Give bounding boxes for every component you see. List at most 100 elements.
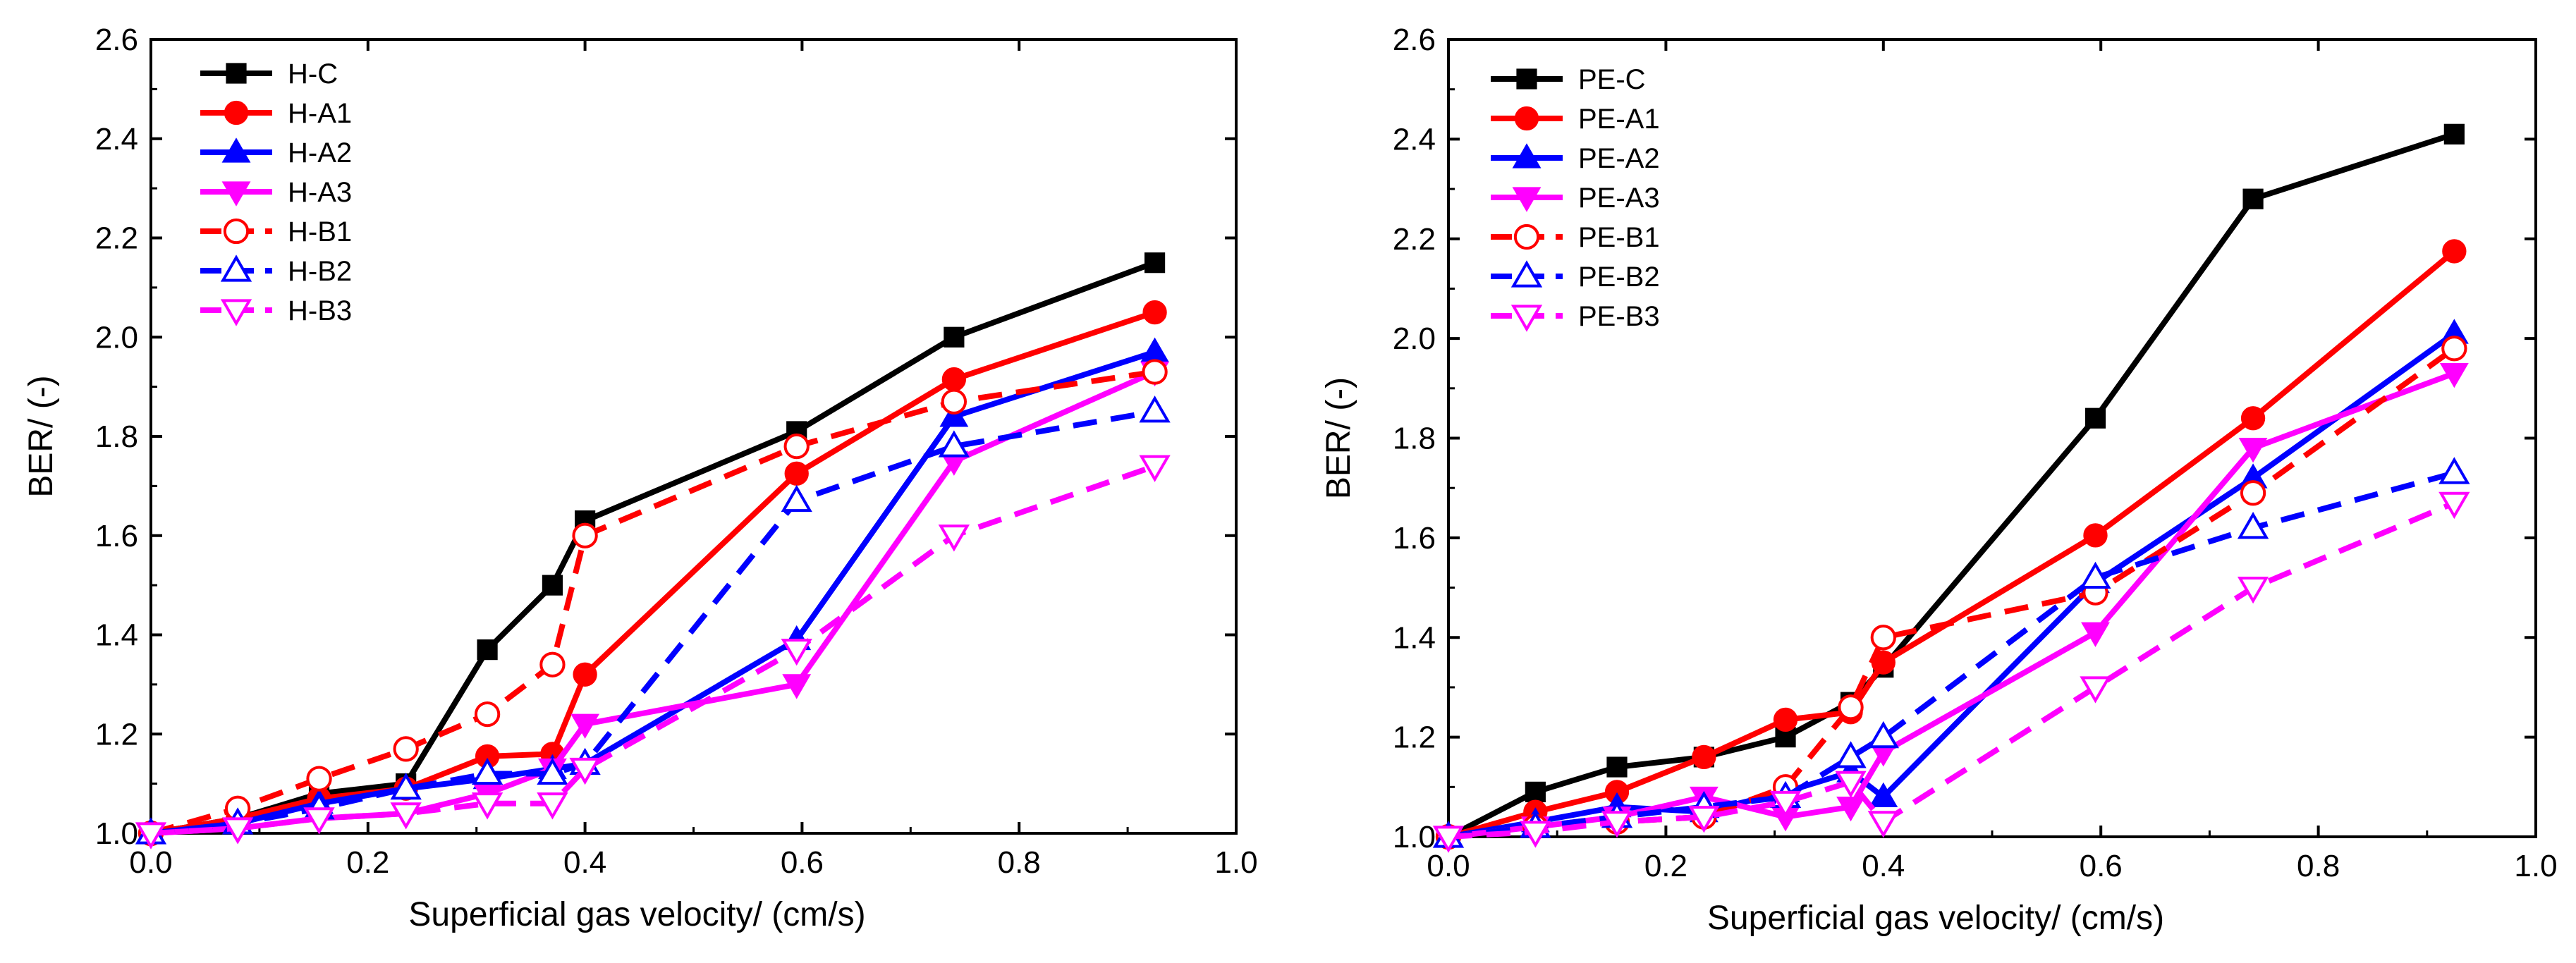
chart1-legend-label: PE-C [1578, 64, 1646, 95]
chart0-y-tick-label: 2.2 [95, 221, 138, 256]
chart0-series-H-B3 [135, 455, 1171, 849]
chart1-x-tick-label: 0.6 [2080, 849, 2123, 883]
chart1-x-tick-label: 0.2 [1644, 849, 1687, 883]
chart0-data-point-H-B3 [1139, 455, 1171, 482]
chart1-data-point-PE-C [2443, 123, 2465, 145]
chart0-legend-label: H-A1 [288, 98, 352, 129]
chart0-y-tick-label: 2.0 [95, 320, 138, 355]
chart0-legend-label: H-A3 [288, 177, 352, 208]
chart1-data-point-PE-C [2084, 407, 2106, 429]
chart1-series-line-PE-C [1447, 131, 2455, 840]
chart1-data-point-PE-B2 [1835, 741, 1867, 768]
chart0-series-line-H-B2 [150, 408, 1156, 836]
chart0-data-point-H-B1 [393, 736, 419, 762]
chart0-data-point-H-C [477, 639, 498, 661]
chart0-legend-marker-H-A1 [224, 100, 249, 125]
chart0-legend-marker-H-B2 [220, 254, 252, 282]
chart1-data-point-PE-B1 [2240, 480, 2266, 506]
chart1-data-point-PE-B3 [1688, 806, 1720, 833]
chart0-data-point-H-C [1144, 252, 1166, 274]
chart1-data-point-PE-C [1525, 781, 1546, 802]
chart1-data-point-PE-B2 [1867, 720, 1899, 749]
chart1-series-PE-B1 [1435, 336, 2467, 850]
chart1-legend-marker-PE-B3 [1510, 305, 1543, 332]
chart0-y-tick-label: 1.6 [95, 519, 138, 553]
chart0-data-point-H-C [944, 326, 965, 348]
chart1-x-axis-title: Superficial gas velocity/ (cm/s) [1707, 900, 2164, 937]
chart0-legend-marker-H-A3 [221, 181, 251, 207]
chart1-data-point-PE-B3 [1835, 771, 1867, 798]
chart-panel-left: 0.0 0.2 0.4 0.6 0.8 1.0 1.0 1.2 1.4 1.6 1.8 2.0 2.2 2… [23, 23, 1258, 933]
chart0-data-point-H-B1 [474, 701, 501, 728]
chart0-data-point-H-B1 [539, 651, 566, 677]
chart1-x-tick-label: 0.8 [2297, 849, 2340, 883]
chart0-data-point-H-B1 [1142, 359, 1168, 385]
chart0-legend-marker-H-B1 [223, 218, 250, 245]
chart0-x-tick-label: 0.8 [998, 845, 1041, 880]
chart0-data-point-H-B2 [1139, 395, 1171, 423]
chart1-data-point-PE-A1 [2442, 239, 2467, 264]
chart0-series-line-H-B3 [150, 463, 1156, 836]
chart0-series-H-C [140, 252, 1166, 844]
chart0-data-point-H-B3 [390, 802, 422, 830]
chart0-y-tick-label: 1.2 [95, 717, 138, 752]
chart0-series-line-H-A2 [150, 349, 1156, 836]
chart1-data-point-PE-B2 [2237, 512, 2269, 539]
chart0-data-point-H-B3 [221, 817, 254, 845]
chart1-data-point-PE-A3 [2439, 363, 2469, 388]
chart1-data-point-PE-B3 [2438, 491, 2470, 520]
chart1-data-point-PE-B3 [1769, 790, 1802, 818]
chart0-legend-label: H-B1 [288, 216, 352, 247]
chart1-legend-label: PE-A1 [1578, 104, 1660, 135]
chart1-y-tick-label: 1.8 [1393, 422, 1436, 456]
chart0-data-point-H-B1 [783, 433, 810, 460]
chart1-y-tick-label: 2.0 [1393, 321, 1436, 356]
chart0-series-H-A2 [136, 337, 1170, 844]
chart0-data-point-H-B3 [303, 807, 335, 835]
chart1-data-point-PE-A2 [1869, 782, 1898, 808]
chart1-data-point-PE-B3 [1432, 826, 1465, 853]
chart1-data-point-PE-A3 [2238, 438, 2268, 463]
chart1-legend-marker-PE-C [1516, 68, 1537, 90]
chart1-series-PE-B3 [1432, 491, 2470, 853]
chart1-data-point-PE-A3 [2081, 622, 2110, 647]
chart0-data-point-H-B3 [135, 822, 167, 849]
chart1-legend-label: PE-B1 [1578, 222, 1660, 253]
chart1-legend-label: PE-B3 [1578, 301, 1660, 332]
chart1-series-line-PE-B2 [1448, 470, 2455, 840]
chart1-y-tick-label: 1.4 [1393, 620, 1436, 655]
chart1-series-line-PE-A2 [1448, 331, 2456, 840]
chart0-y-tick-label: 2.6 [95, 23, 138, 57]
chart1-data-point-PE-B3 [1867, 811, 1899, 838]
chart-panel-right: 0.0 0.2 0.4 0.6 0.8 1.0 1.0 1.2 1.4 1.6 1.8 2.0 2.2 2… [1320, 23, 2558, 937]
chart1-data-point-PE-B1 [1870, 625, 1896, 651]
chart0-legend-label: H-B3 [288, 295, 352, 326]
chart0-data-point-H-B2 [938, 430, 970, 458]
chart0-legend-marker-H-C [226, 63, 247, 84]
chart0-x-axis-title: Superficial gas velocity/ (cm/s) [408, 896, 865, 933]
chart1-data-point-PE-B3 [1520, 821, 1551, 848]
chart1-data-point-PE-A1 [1692, 744, 1716, 770]
chart1-y-tick-label: 2.4 [1393, 122, 1436, 157]
chart0-data-point-H-A1 [784, 461, 809, 486]
chart0-data-point-H-B2 [471, 757, 503, 785]
chart1-data-point-PE-A1 [1773, 707, 1798, 732]
chart0-data-point-H-B3 [537, 792, 568, 820]
chart1-series-line-PE-A1 [1447, 249, 2456, 840]
chart1-data-point-PE-A1 [2240, 406, 2266, 431]
chart0-data-point-H-B3 [938, 525, 970, 552]
chart0-data-point-H-B1 [941, 388, 967, 415]
chart0-y-axis-title: BER/ (-) [23, 375, 60, 497]
chart0-data-point-H-A2 [939, 402, 969, 427]
chart1-x-tick-label: 0.0 [1427, 849, 1470, 883]
chart1-data-point-PE-B2 [2438, 457, 2470, 484]
chart0-x-tick-label: 1.0 [1214, 845, 1257, 880]
chart1-data-point-PE-B3 [1601, 811, 1633, 838]
chart1-y-tick-label: 1.0 [1393, 820, 1436, 854]
chart0-legend-marker-H-A2 [221, 137, 251, 163]
chart0-legend-label: H-B2 [288, 256, 352, 287]
chart0-series-line-H-A3 [150, 369, 1156, 836]
chart0-data-point-H-B3 [781, 639, 812, 666]
chart1-y-tick-label: 2.2 [1393, 222, 1436, 257]
chart1-data-point-PE-A1 [2083, 523, 2108, 548]
